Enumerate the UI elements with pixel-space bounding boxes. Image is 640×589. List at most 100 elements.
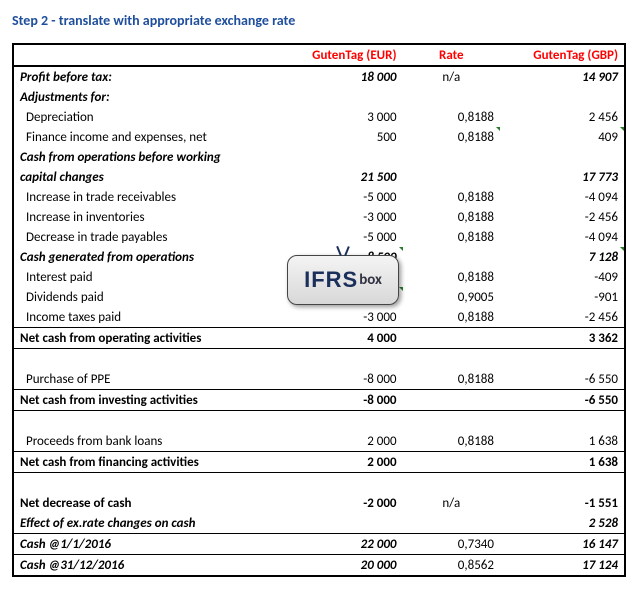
table-row [13, 473, 625, 494]
table-row: Cash @1/1/201622 0000,734016 147 [13, 534, 625, 555]
row-gbp: -4 094 [500, 227, 625, 247]
row-gbp [500, 473, 625, 494]
col-header-label [13, 44, 279, 66]
row-rate: n/a [403, 66, 500, 87]
row-rate: 0,8188 [403, 187, 500, 207]
table-row: Finance income and expenses, net5000,818… [13, 127, 625, 147]
row-eur: -5 000 [279, 187, 403, 207]
row-gbp: 1 638 [500, 431, 625, 452]
row-eur: 2 000 [279, 431, 403, 452]
table-row: Cash from operations before working [13, 147, 625, 167]
row-rate [403, 328, 500, 349]
row-label: Increase in inventories [13, 207, 279, 227]
row-eur: 22 000 [279, 534, 403, 555]
table-row: Income taxes paid-3 0000,8188-2 456 [13, 307, 625, 328]
row-label: Increase in trade receivables [13, 187, 279, 207]
table-row: Net cash from operating activities4 0003… [13, 328, 625, 349]
row-rate: 0,8188 [403, 267, 500, 287]
row-gbp: -901 [500, 287, 625, 307]
table-row: Net decrease of cash-2 000n/a-1 551 [13, 493, 625, 513]
row-label [13, 473, 279, 494]
row-gbp [500, 147, 625, 167]
row-gbp [500, 411, 625, 432]
row-gbp [500, 349, 625, 370]
row-label: Decrease in trade payables [13, 227, 279, 247]
table-row: Increase in inventories-3 0000,8188-2 45… [13, 207, 625, 227]
row-gbp: 2 528 [500, 513, 625, 534]
row-label: Finance income and expenses, net [13, 127, 279, 147]
row-eur [279, 513, 403, 534]
row-rate [403, 513, 500, 534]
row-rate: 0,8188 [403, 227, 500, 247]
row-label: Adjustments for: [13, 87, 279, 107]
row-eur: -8 000 [279, 390, 403, 411]
col-header-rate: Rate [403, 44, 500, 66]
row-gbp: -1 551 [500, 493, 625, 513]
row-gbp: -409 [500, 267, 625, 287]
row-label: Profit before tax: [13, 66, 279, 87]
row-rate [403, 452, 500, 473]
table-row: Adjustments for: [13, 87, 625, 107]
table-row: Depreciation3 0000,81882 456 [13, 107, 625, 127]
table-row: capital changes21 50017 773 [13, 167, 625, 187]
row-label: Effect of ex.rate changes on cash [13, 513, 279, 534]
row-eur: 18 000 [279, 66, 403, 87]
row-label: Purchase of PPE [13, 369, 279, 390]
row-rate [403, 87, 500, 107]
row-label: capital changes [13, 167, 279, 187]
row-label: Cash @31/12/2016 [13, 555, 279, 577]
row-rate: 0,8188 [403, 431, 500, 452]
row-eur: -3 000 [279, 207, 403, 227]
row-label: Net decrease of cash [13, 493, 279, 513]
table-row: Profit before tax:18 000n/a14 907 [13, 66, 625, 87]
row-eur: -5 000 [279, 227, 403, 247]
table-row: Cash @31/12/201620 0000,856217 124 [13, 555, 625, 577]
row-eur: 3 000 [279, 107, 403, 127]
table-row: Cash generated from operations8 5007 128 [13, 247, 625, 267]
row-label [13, 411, 279, 432]
row-gbp [500, 87, 625, 107]
row-gbp: -6 550 [500, 369, 625, 390]
table-row: Interest paid-5000,8188-409 [13, 267, 625, 287]
row-gbp: -6 550 [500, 390, 625, 411]
row-label: Net cash from operating activities [13, 328, 279, 349]
row-eur: 8 500 [279, 247, 403, 267]
row-eur: -2 000 [279, 493, 403, 513]
table-row: Decrease in trade payables-5 0000,8188-4… [13, 227, 625, 247]
row-label: Depreciation [13, 107, 279, 127]
row-label: Income taxes paid [13, 307, 279, 328]
row-eur: 21 500 [279, 167, 403, 187]
row-gbp: -2 456 [500, 307, 625, 328]
row-rate: 0,8188 [403, 369, 500, 390]
row-gbp: 3 362 [500, 328, 625, 349]
row-gbp: 7 128 [500, 247, 625, 267]
row-gbp: 14 907 [500, 66, 625, 87]
table-row: Proceeds from bank loans2 0000,81881 638 [13, 431, 625, 452]
row-rate [403, 247, 500, 267]
row-eur [279, 473, 403, 494]
row-eur: 2 000 [279, 452, 403, 473]
row-eur: 500 [279, 127, 403, 147]
row-label: Proceeds from bank loans [13, 431, 279, 452]
row-eur [279, 411, 403, 432]
row-gbp: -2 456 [500, 207, 625, 227]
row-rate: 0,8562 [403, 555, 500, 577]
row-rate [403, 390, 500, 411]
row-rate: 0,8188 [403, 307, 500, 328]
row-gbp: -4 094 [500, 187, 625, 207]
row-eur: 20 000 [279, 555, 403, 577]
row-gbp: 2 456 [500, 107, 625, 127]
row-eur [279, 349, 403, 370]
row-eur: -3 000 [279, 307, 403, 328]
row-rate: 0,8188 [403, 127, 500, 147]
row-label: Cash from operations before working [13, 147, 279, 167]
table-row: Purchase of PPE-8 0000,8188-6 550 [13, 369, 625, 390]
row-rate: 0,8188 [403, 107, 500, 127]
row-rate [403, 167, 500, 187]
row-rate: 0,7340 [403, 534, 500, 555]
row-label: Cash @1/1/2016 [13, 534, 279, 555]
row-eur: -500 [279, 267, 403, 287]
row-gbp: 16 147 [500, 534, 625, 555]
col-header-gbp: GutenTag (GBP) [500, 44, 625, 66]
step-title: Step 2 - translate with appropriate exch… [12, 12, 628, 29]
